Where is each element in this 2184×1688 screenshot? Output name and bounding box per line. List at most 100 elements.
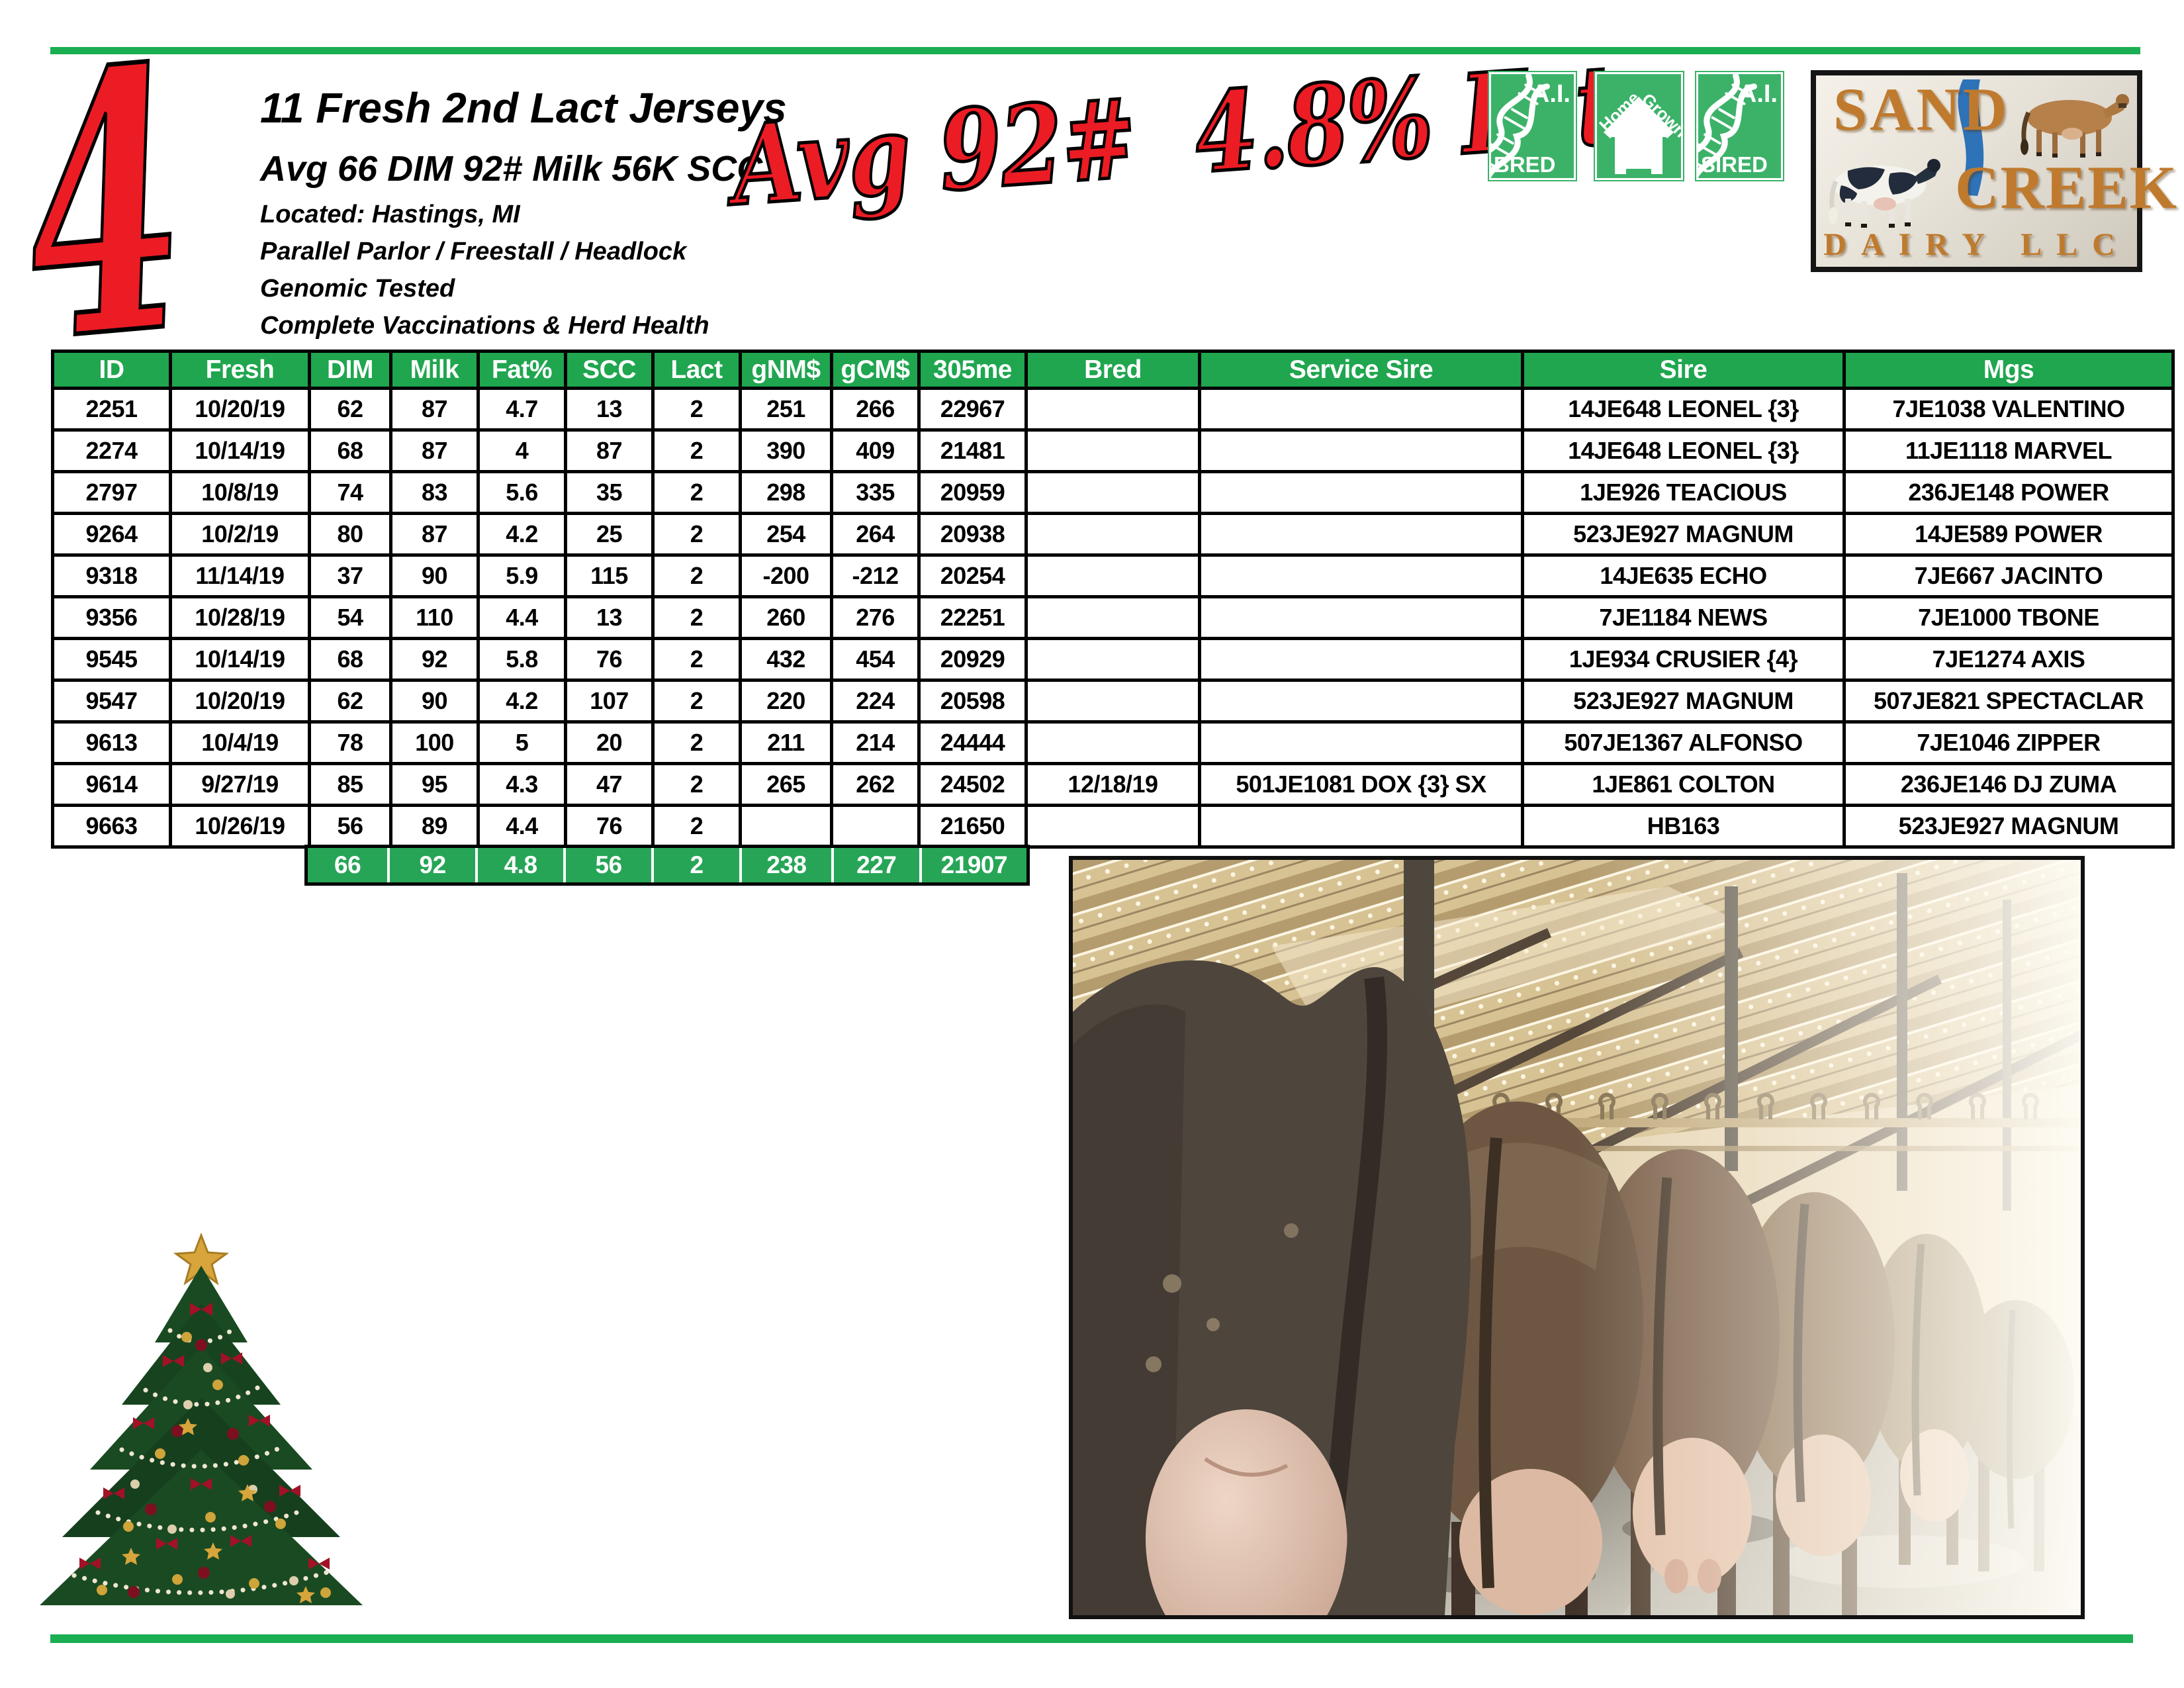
table-cell: 100 — [389, 720, 480, 765]
table-cell: 10/14/19 — [169, 637, 311, 682]
table-cell: 2797 — [51, 470, 172, 515]
table-cell: 1JE926 TEACIOUS — [1521, 470, 1846, 515]
table-cell: 76 — [564, 804, 655, 849]
table-cell: 7JE1184 NEWS — [1521, 595, 1846, 640]
table-cell: 236JE148 POWER — [1843, 470, 2175, 515]
table-cell: 95 — [389, 762, 480, 807]
table-cell: 264 — [830, 512, 921, 557]
fat-headline: Avg 92# 4.8% Fat — [727, 38, 1621, 231]
table-cell: 265 — [739, 762, 833, 807]
table-cell: 10/20/19 — [169, 679, 311, 724]
bottom-divider — [50, 1634, 2133, 1643]
table-header-cell: Milk — [389, 350, 480, 390]
table-cell: 10/28/19 — [169, 595, 311, 640]
table-cell: 266 — [830, 387, 921, 432]
table-cell: 11/14/19 — [169, 553, 311, 598]
table-cell: 211 — [739, 720, 833, 765]
table-cell: 47 — [564, 762, 655, 807]
table-cell: 62 — [308, 679, 392, 724]
table-cell: 2 — [651, 470, 742, 515]
table-header-cell: gNM$ — [739, 350, 833, 390]
table-cell: 390 — [739, 428, 833, 473]
table-row: 2274 10/14/19 68 87 4 87 2 390 409 21481 14JE648 L… — [51, 428, 2175, 473]
table-row: 9264 10/2/19 80 87 4.2 25 2 254 264 20938 523JE927… — [51, 512, 2175, 557]
table-cell: 254 — [739, 512, 833, 557]
table-cell: 2251 — [51, 387, 172, 432]
table-cell — [1198, 553, 1524, 598]
home-grown-badge: Home Grown — [1594, 71, 1684, 181]
table-cell: 107 — [564, 679, 655, 724]
table-cell: 74 — [308, 470, 392, 515]
table-cell: 22967 — [917, 387, 1028, 432]
table-cell: 409 — [830, 428, 921, 473]
header-details: Located: Hastings, MI Parallel Parlor / F… — [260, 196, 709, 344]
table-cell: 523JE927 MAGNUM — [1521, 679, 1846, 724]
table-cell: 22251 — [917, 595, 1028, 640]
table-cell: 37 — [308, 553, 392, 598]
table-row: 9663 10/26/19 56 89 4.4 76 2 21650 HB163 523JE927… — [51, 804, 2175, 849]
table-cell: 12/18/19 — [1024, 762, 1201, 807]
table-cell: 13 — [564, 387, 655, 432]
table-cell: 298 — [739, 470, 833, 515]
table-cell: 20929 — [917, 637, 1028, 682]
table-row: 9613 10/4/19 78 100 5 20 2 211 214 24444 507JE1367… — [51, 720, 2175, 765]
sand-creek-dairy-logo: SAND CREEK DAIRY LLC — [1811, 70, 2177, 272]
table-cell: 5.9 — [477, 553, 567, 598]
table-cell: 110 — [389, 595, 480, 640]
table-cell: 115 — [564, 553, 655, 598]
table-cell: 2 — [651, 595, 742, 640]
table-cell: 432 — [739, 637, 833, 682]
lot-number: 4 — [7, 0, 201, 424]
table-cell: 5.6 — [477, 470, 567, 515]
table-cell: 523JE927 MAGNUM — [1843, 804, 2175, 849]
table-cell: 24444 — [917, 720, 1028, 765]
house-icon: Home Grown — [1597, 88, 1681, 174]
barn-photo — [1069, 856, 2085, 1619]
table-cell: 87 — [389, 512, 480, 557]
table-row: 2797 10/8/19 74 83 5.6 35 2 298 335 20959 1JE926 T… — [51, 470, 2175, 515]
table-cell: 14JE648 LEONEL {3} — [1521, 428, 1846, 473]
table-cell: 9/27/19 — [169, 762, 311, 807]
table-cell: 20598 — [917, 679, 1028, 724]
table-cell: 68 — [308, 637, 392, 682]
table-cell: 7JE1046 ZIPPER — [1843, 720, 2175, 765]
cattle-table: ID Fresh DIM Milk Fat% SCC Lact gNM$ gCM$ 305me Br… — [51, 350, 2175, 849]
table-cell: 220 — [739, 679, 833, 724]
table-cell: 9547 — [51, 679, 172, 724]
table-header-cell: SCC — [564, 350, 655, 390]
table-cell: 7JE1038 VALENTINO — [1843, 387, 2175, 432]
table-cell: 2 — [651, 553, 742, 598]
table-cell: 2 — [651, 637, 742, 682]
table-cell: 260 — [739, 595, 833, 640]
table-cell: 68 — [308, 428, 392, 473]
summary-cell: 2 — [654, 848, 739, 882]
table-cell: 10/2/19 — [169, 512, 311, 557]
table-cell: 35 — [564, 470, 655, 515]
table-cell: 1JE861 COLTON — [1521, 762, 1846, 807]
table-cell: 2 — [651, 720, 742, 765]
table-row: 9356 10/28/19 54 110 4.4 13 2 260 276 22251 7JE118… — [51, 595, 2175, 640]
table-cell: 20 — [564, 720, 655, 765]
table-cell — [1024, 512, 1201, 557]
table-cell: 21481 — [917, 428, 1028, 473]
table-cell: 10/4/19 — [169, 720, 311, 765]
table-cell: 90 — [389, 553, 480, 598]
table-row: 9318 11/14/19 37 90 5.9 115 2 -200 -212 20254 14JE… — [51, 553, 2175, 598]
table-cell: 20254 — [917, 553, 1028, 598]
table-cell: -212 — [830, 553, 921, 598]
table-cell: 87 — [389, 428, 480, 473]
table-cell — [1024, 470, 1201, 515]
table-header-cell: DIM — [308, 350, 392, 390]
summary-cell: 238 — [741, 848, 831, 882]
table-cell: 56 — [308, 804, 392, 849]
badge-label-top: A.I. — [1739, 80, 1778, 108]
table-cell: 24502 — [917, 762, 1028, 807]
page-subtitle: Avg 66 DIM 92# Milk 56K SCC — [260, 149, 763, 189]
detail-line: Parallel Parlor / Freestall / Headlock — [260, 238, 687, 265]
table-cell: 4.4 — [477, 595, 567, 640]
table-cell: 62 — [308, 387, 392, 432]
dna-icon: A.I. SIRED — [1698, 74, 1778, 178]
top-divider — [50, 47, 2140, 54]
table-cell: 224 — [830, 679, 921, 724]
